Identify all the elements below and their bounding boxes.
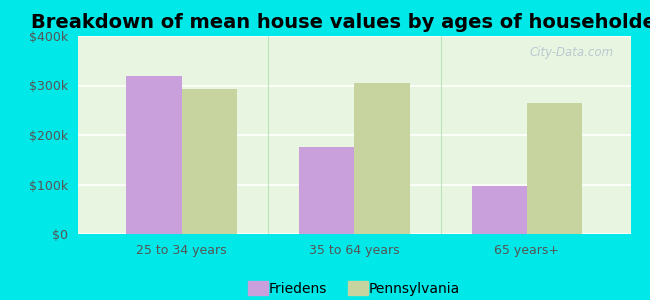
Text: City-Data.com: City-Data.com <box>530 46 614 59</box>
Bar <box>472 186 527 234</box>
Bar <box>126 76 181 234</box>
Bar <box>354 83 410 234</box>
Title: Breakdown of mean house values by ages of householders: Breakdown of mean house values by ages o… <box>31 13 650 32</box>
Legend: Friedens, Pennsylvania: Friedens, Pennsylvania <box>242 277 466 300</box>
Bar <box>299 147 354 234</box>
Bar <box>181 89 237 234</box>
Bar <box>527 103 582 234</box>
